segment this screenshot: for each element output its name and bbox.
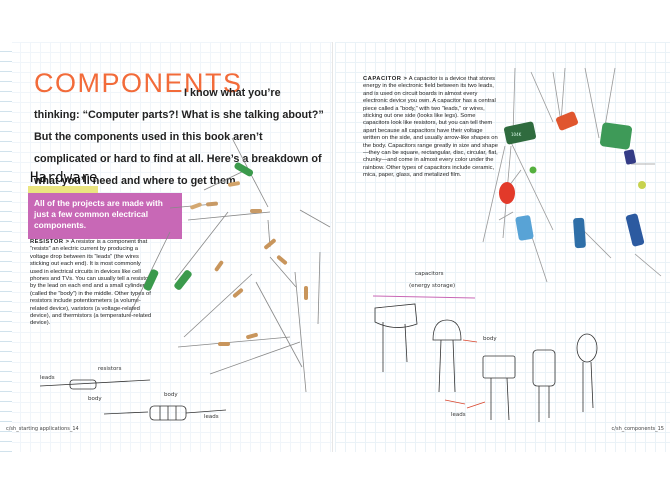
resistor-photos: [129, 137, 331, 393]
svg-text:104K: 104K: [511, 132, 522, 137]
notebook-margin: [0, 42, 12, 452]
capacitor-paragraph: CAPACITOR > A capacitor is a device that…: [363, 76, 498, 180]
sketch-capacitors-title: capacitors: [415, 271, 444, 277]
sketch-label-leads: leads: [451, 412, 466, 418]
capacitor-label: CAPACITOR >: [363, 76, 408, 82]
section-heading-hardware: Hardware: [30, 170, 98, 186]
sketch-underline: [372, 295, 476, 299]
capacitor-sketch: capacitors (energy storage) body leads: [372, 271, 598, 422]
capacitor-photos: 104K: [482, 67, 662, 283]
resistor-label: RESISTOR >: [30, 239, 70, 245]
sketch-label-body: body: [164, 392, 178, 398]
sketch-resistors-title: resistors: [98, 366, 122, 372]
sketch-label-leads: leads: [40, 375, 55, 381]
graph-paper-background-right: [335, 42, 670, 452]
page-title: COMPONENTS: [34, 68, 243, 98]
capacitor-text: A capacitor is a device that stores ener…: [363, 76, 498, 179]
sketch-label-body-top: body: [88, 396, 102, 402]
hardware-highlight: [28, 186, 98, 195]
sketch-label-body: body: [483, 336, 497, 342]
right-footer: c/sh_components_15: [611, 426, 664, 432]
left-page: COMPONENTS I know what you’re thinking: …: [0, 42, 333, 452]
resistor-text: A resistor is a component that “resists”…: [30, 239, 152, 327]
callout-box: All of the projects are made with just a…: [28, 193, 182, 239]
sketch-capacitors-sub: (energy storage): [409, 283, 455, 289]
graph-paper-background: [0, 42, 332, 452]
sketch-label-leads-2: leads: [204, 414, 219, 420]
resistor-sketch: resistors leads body body leads: [39, 366, 227, 421]
intro-paragraph: I know what you’re thinking: “Computer p…: [34, 87, 324, 187]
right-page: CAPACITOR > A capacitor is a device that…: [335, 42, 670, 452]
book-spread: COMPONENTS I know what you’re thinking: …: [0, 42, 670, 452]
left-footer: c/sh_starting applications_14: [6, 426, 79, 432]
resistor-paragraph: RESISTOR > A resistor is a component tha…: [30, 239, 154, 328]
